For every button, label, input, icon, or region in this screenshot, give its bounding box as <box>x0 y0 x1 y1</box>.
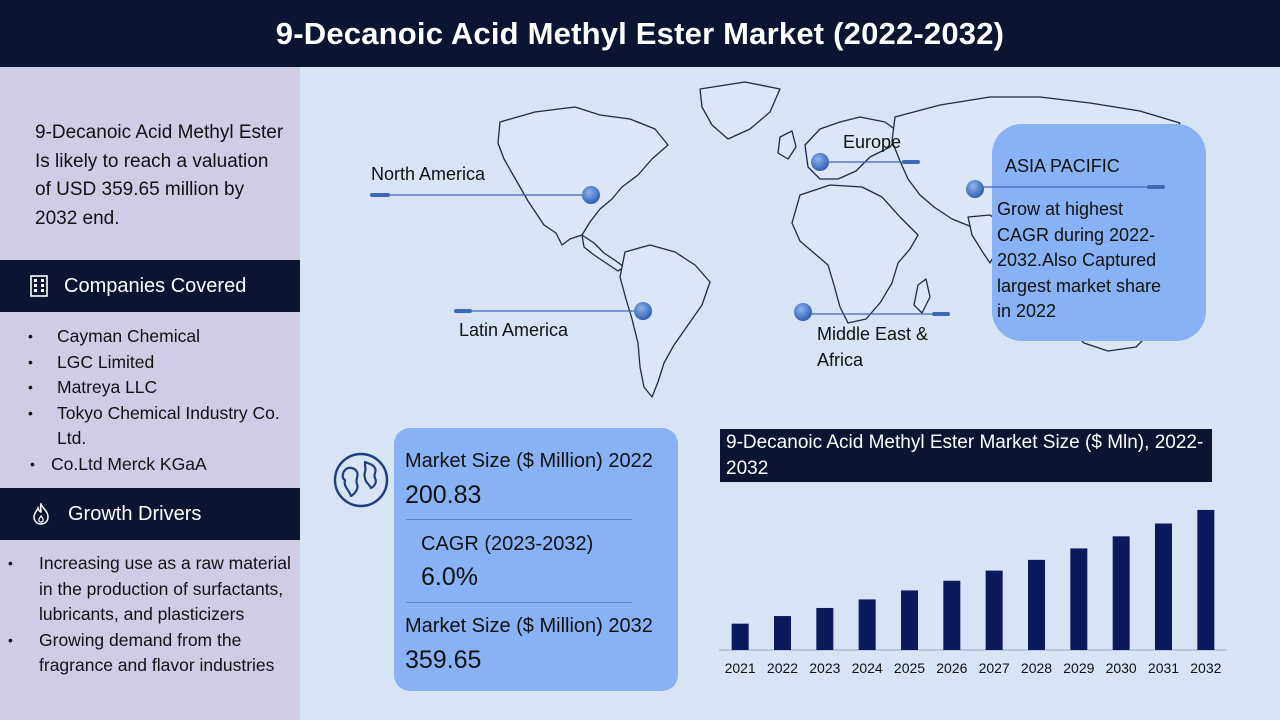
x-tick-label: 2031 <box>1148 660 1179 676</box>
x-tick-label: 2023 <box>809 660 840 676</box>
region-label-asia-pacific: ASIA PACIFIC <box>1005 156 1120 176</box>
x-tick-label: 2032 <box>1190 660 1221 676</box>
uk-shape <box>777 130 797 160</box>
intro-text: 9-Decanoic Acid Methyl Ester Is likely t… <box>35 122 284 229</box>
bar-2024 <box>858 599 876 650</box>
region-label-mea: Middle East & Africa <box>817 324 929 370</box>
asia-pacific-callout <box>992 124 1206 341</box>
bar-2031 <box>1155 523 1172 650</box>
list-item: • Growing demand from the fragrance and f… <box>8 629 275 676</box>
bar-2032 <box>1197 509 1215 650</box>
divider <box>406 519 632 520</box>
africa-shape <box>791 184 919 324</box>
list-item: • Matreya LLC <box>28 377 158 397</box>
market-size-2032-value: 359.65 <box>405 646 482 674</box>
list-item: • Cayman Chemical <box>28 326 200 346</box>
list-item: • LGC Limited <box>28 351 155 372</box>
x-tick-label: 2025 <box>894 660 925 676</box>
bar-2028 <box>1028 559 1045 650</box>
x-tick-label: 2024 <box>852 660 883 676</box>
cagr-label: CAGR (2023-2032) <box>421 533 594 555</box>
list-item: • Increasing use as a raw material in the… <box>8 553 291 624</box>
bar-2021 <box>731 623 749 650</box>
market-size-2022-label: Market Size ($ Million) 2022 <box>405 450 653 472</box>
companies-list: • Cayman Chemical • LGC Limited • Matreya L… <box>0 324 300 477</box>
market-size-2032-label: Market Size ($ Million) 2032 <box>405 615 653 637</box>
region-label-north-america: North America <box>371 164 486 184</box>
bar-2030 <box>1112 536 1130 650</box>
stats-panel: Market Size ($ Million) 2022 200.83 CAGR… <box>394 428 678 691</box>
x-tick-label: 2027 <box>979 660 1010 676</box>
bar-2029 <box>1070 548 1088 650</box>
page-title: 9-Decanoic Acid Methyl Ester Market (202… <box>0 0 1280 67</box>
x-tick-label: 2028 <box>1021 660 1052 676</box>
x-tick-label: 2021 <box>725 660 756 676</box>
bar-2022 <box>774 616 791 650</box>
bar-2023 <box>816 607 834 650</box>
drivers-list: • Increasing use as a raw material in the… <box>0 551 300 679</box>
sidebar: 9-Decanoic Acid Methyl Ester Is likely t… <box>0 67 300 720</box>
asia-pacific-text: Grow at highest CAGR during 2022-2032.Al… <box>997 199 1162 321</box>
x-tick-label: 2026 <box>936 660 967 676</box>
list-item: • Co.Ltd Merck KGaA <box>30 453 207 474</box>
market-size-2022-value: 200.83 <box>405 481 482 509</box>
cagr-value: 6.0% <box>421 563 478 591</box>
north-america-shape <box>497 106 669 246</box>
bar-2027 <box>985 570 1003 650</box>
x-tick-label: 2030 <box>1106 660 1137 676</box>
flame-icon <box>30 503 52 525</box>
x-tick-label: 2029 <box>1063 660 1094 676</box>
globe-icon <box>333 452 389 508</box>
madagascar-shape <box>913 278 931 314</box>
south-america-shape <box>619 244 711 398</box>
companies-title: Companies Covered <box>64 274 247 297</box>
companies-header: Companies Covered <box>0 260 300 312</box>
chart-title: 9-Decanoic Acid Methyl Ester Market Size… <box>720 429 1212 482</box>
growth-drivers-title: Growth Drivers <box>68 502 202 525</box>
x-tick-label: 2022 <box>767 660 798 676</box>
region-label-europe: Europe <box>843 132 902 152</box>
region-label-latin-america: Latin America <box>459 320 569 340</box>
divider <box>406 602 632 603</box>
list-item: • Tokyo Chemical Industry Co. Ltd. <box>28 402 280 449</box>
growth-drivers-header: Growth Drivers <box>0 488 300 540</box>
building-icon <box>28 275 50 297</box>
bar-2025 <box>901 590 918 650</box>
central-america-shape <box>581 234 625 272</box>
bar-chart: 2021 2022 2023 2024 2025 2026 2027 2028 2029 2030… <box>719 509 1227 676</box>
greenland-shape <box>699 81 781 140</box>
bar-2026 <box>943 580 961 650</box>
